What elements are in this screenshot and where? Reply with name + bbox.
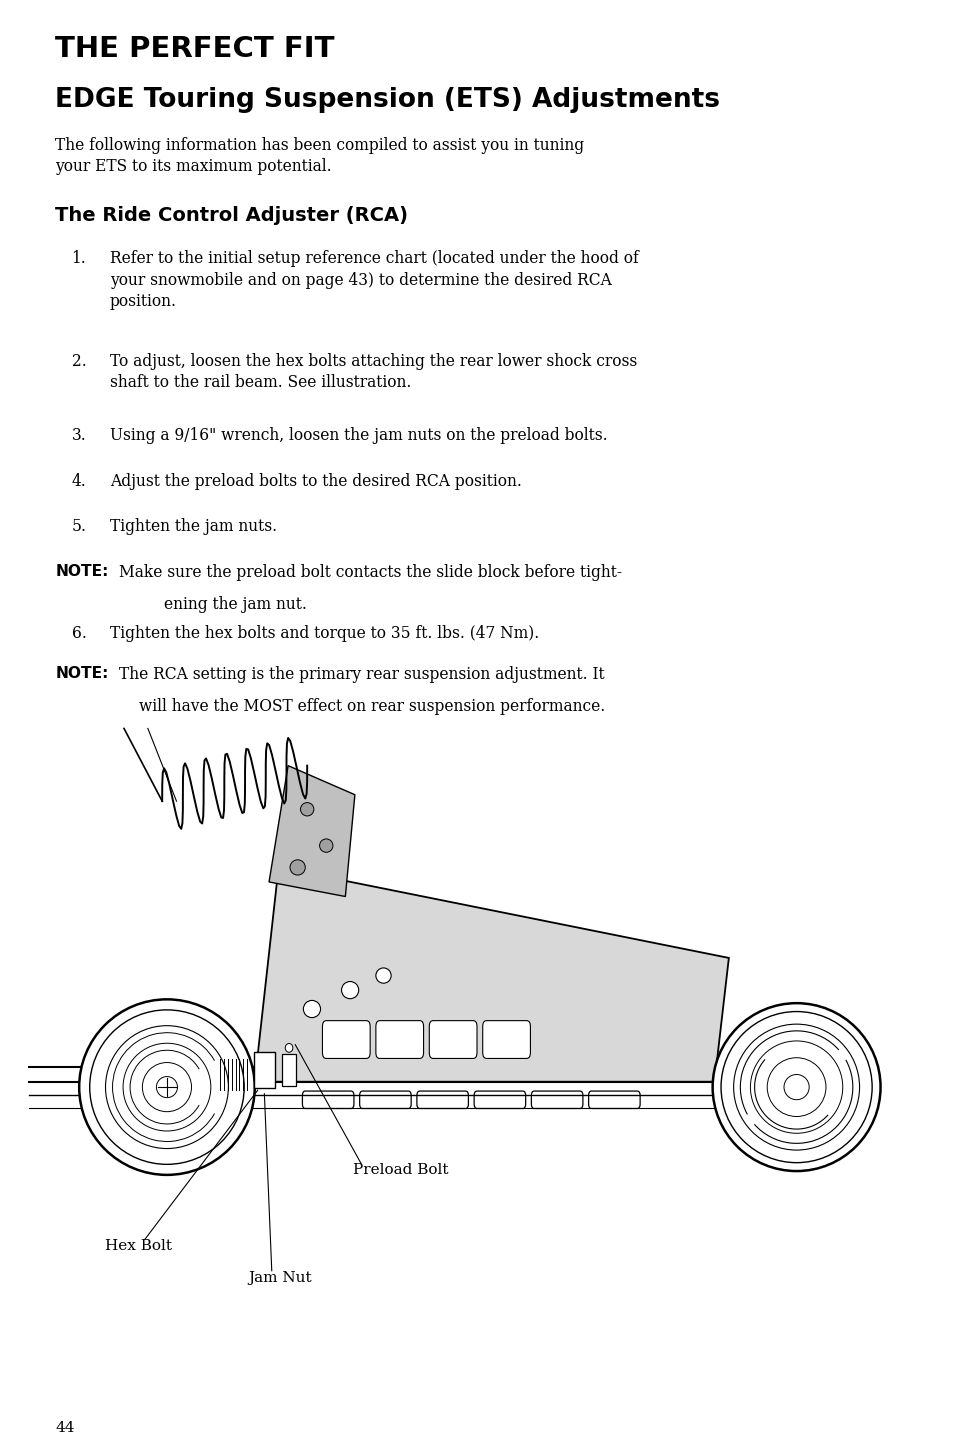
Text: 2.: 2. (71, 353, 86, 369)
Text: The Ride Control Adjuster (RCA): The Ride Control Adjuster (RCA) (55, 206, 408, 225)
Ellipse shape (720, 1012, 871, 1163)
Text: ening the jam nut.: ening the jam nut. (164, 596, 307, 614)
Ellipse shape (766, 1057, 825, 1117)
Ellipse shape (341, 981, 358, 999)
Text: 5.: 5. (71, 519, 87, 535)
Ellipse shape (90, 1011, 244, 1165)
Text: 3.: 3. (71, 427, 86, 443)
Ellipse shape (156, 1076, 177, 1098)
Text: Preload Bolt: Preload Bolt (353, 1163, 448, 1178)
FancyBboxPatch shape (253, 1051, 274, 1088)
Text: 1.: 1. (71, 250, 86, 268)
FancyBboxPatch shape (375, 1021, 423, 1059)
Ellipse shape (290, 859, 305, 875)
FancyBboxPatch shape (359, 1090, 411, 1108)
Ellipse shape (79, 999, 254, 1175)
FancyBboxPatch shape (282, 1054, 296, 1086)
Text: EDGE Touring Suspension (ETS) Adjustments: EDGE Touring Suspension (ETS) Adjustment… (55, 87, 720, 113)
Ellipse shape (106, 1025, 228, 1149)
Text: 44: 44 (55, 1421, 74, 1435)
Ellipse shape (375, 968, 391, 983)
Ellipse shape (733, 1024, 859, 1150)
Text: To adjust, loosen the hex bolts attaching the rear lower shock cross
shaft to th: To adjust, loosen the hex bolts attachin… (110, 353, 637, 391)
Ellipse shape (300, 803, 314, 816)
Ellipse shape (319, 839, 333, 852)
Text: Tighten the hex bolts and torque to 35 ft. lbs. (47 Nm).: Tighten the hex bolts and torque to 35 f… (110, 625, 538, 643)
Ellipse shape (783, 1075, 808, 1099)
Ellipse shape (712, 1003, 880, 1170)
Ellipse shape (750, 1041, 841, 1133)
FancyBboxPatch shape (416, 1090, 468, 1108)
Text: Make sure the preload bolt contacts the slide block before tight-: Make sure the preload bolt contacts the … (119, 564, 621, 582)
FancyBboxPatch shape (588, 1090, 639, 1108)
Text: Adjust the preload bolts to the desired RCA position.: Adjust the preload bolts to the desired … (110, 473, 521, 490)
FancyBboxPatch shape (474, 1090, 525, 1108)
FancyBboxPatch shape (429, 1021, 476, 1059)
Text: Refer to the initial setup reference chart (located under the hood of
your snowm: Refer to the initial setup reference cha… (110, 250, 638, 310)
Ellipse shape (303, 1000, 320, 1018)
Ellipse shape (142, 1063, 192, 1112)
Text: THE PERFECT FIT: THE PERFECT FIT (55, 35, 335, 63)
FancyBboxPatch shape (482, 1021, 530, 1059)
Polygon shape (269, 766, 355, 897)
Polygon shape (254, 868, 728, 1082)
Ellipse shape (285, 1044, 293, 1053)
FancyBboxPatch shape (531, 1090, 582, 1108)
Text: Tighten the jam nuts.: Tighten the jam nuts. (110, 519, 276, 535)
Text: 4.: 4. (71, 473, 86, 490)
Text: NOTE:: NOTE: (55, 564, 109, 579)
Text: Hex Bolt: Hex Bolt (105, 1239, 172, 1253)
Ellipse shape (123, 1043, 211, 1131)
Text: The RCA setting is the primary rear suspension adjustment. It: The RCA setting is the primary rear susp… (119, 666, 604, 683)
Text: Using a 9/16" wrench, loosen the jam nuts on the preload bolts.: Using a 9/16" wrench, loosen the jam nut… (110, 427, 607, 443)
FancyBboxPatch shape (302, 1090, 354, 1108)
Text: 6.: 6. (71, 625, 87, 643)
Text: Jam Nut: Jam Nut (248, 1271, 312, 1285)
Text: NOTE:: NOTE: (55, 666, 109, 680)
Text: will have the MOST effect on rear suspension performance.: will have the MOST effect on rear suspen… (139, 698, 605, 715)
FancyBboxPatch shape (322, 1021, 370, 1059)
Text: The following information has been compiled to assist you in tuning
your ETS to : The following information has been compi… (55, 137, 584, 176)
